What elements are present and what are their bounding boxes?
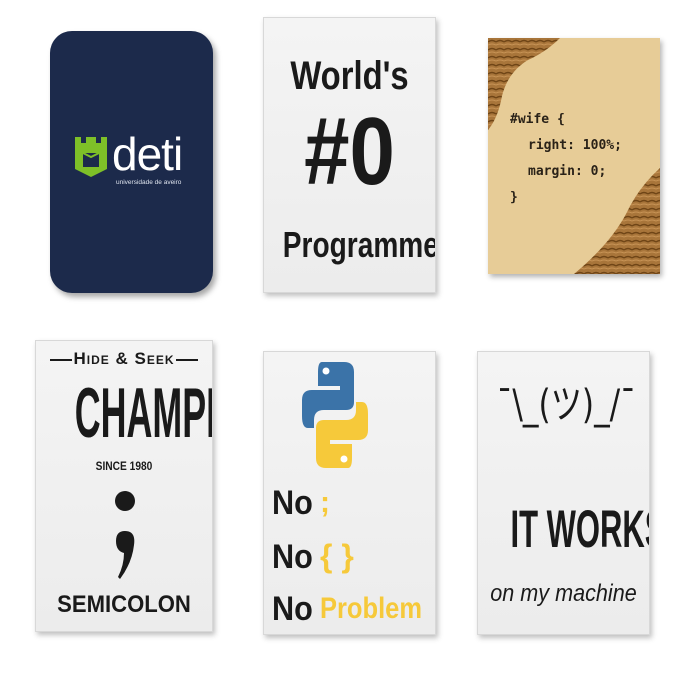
- python-logo-icon: [302, 362, 368, 468]
- programmer-line: Programmer: [282, 224, 436, 265]
- wife-css-tile: #wife { right: 100%; margin: 0; }: [488, 38, 660, 274]
- semicolon-icon: [115, 491, 135, 579]
- it-works-tile: ¯\_(ツ)_/¯ IT WORKS on my machine: [477, 351, 650, 635]
- hide-seek-line: Hide & Seek: [73, 349, 175, 368]
- code-line-2: right: 100%;: [528, 138, 622, 153]
- no-row-2-symbol: { }: [320, 538, 354, 574]
- no-row-3-word: No: [272, 590, 313, 628]
- deti-subtitle: universidade de aveiro: [116, 179, 182, 186]
- champion-line: CHAMPION: [74, 373, 213, 453]
- it-works-line: IT WORKS: [510, 499, 650, 559]
- semicolon-line: SEMICOLON: [57, 591, 191, 618]
- code-line-1: #wife {: [510, 112, 565, 127]
- hide-seek-rule-right: [176, 359, 198, 361]
- worlds-line: World's: [290, 54, 409, 98]
- deti-logo-text: deti: [112, 128, 183, 180]
- code-line-3: margin: 0;: [528, 164, 607, 179]
- code-line-4: }: [510, 190, 518, 205]
- zero-line: #0: [304, 98, 395, 205]
- no-row-1-symbol: ;: [320, 486, 330, 519]
- deti-tile: deti universidade de aveiro: [50, 31, 213, 293]
- no-row-2-word: No: [272, 538, 313, 576]
- hide-seek-champion-tile: Hide & Seek CHAMPION SINCE 1980 SEMICOLO…: [35, 340, 213, 632]
- wood-grain-icon: [488, 38, 660, 274]
- hide-seek-rule-left: [50, 359, 72, 361]
- shrug-line: ¯\_(ツ)_/¯: [496, 382, 636, 428]
- worlds-zero-programmer-tile: World's #0 Programmer: [263, 17, 436, 293]
- no-row-1-word: No: [272, 484, 313, 522]
- no-row-3-symbol: Problem: [320, 592, 423, 625]
- python-no-problem-tile: No ; No { } No Problem: [263, 351, 436, 635]
- since-line: SINCE 1980: [95, 459, 153, 473]
- deti-logo-icon: [75, 137, 107, 177]
- on-my-machine-line: on my machine: [490, 580, 637, 607]
